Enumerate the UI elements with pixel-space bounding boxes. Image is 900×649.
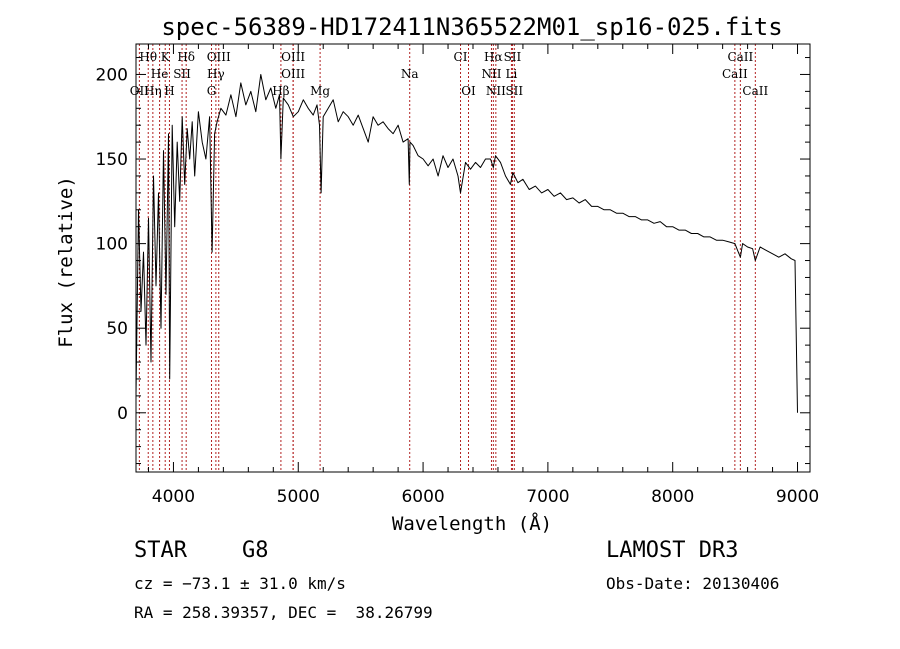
survey-name: LAMOST DR3 bbox=[606, 538, 739, 563]
spectral-line-label: K bbox=[161, 50, 171, 64]
redshift-text: cz = −73.1 ± 31.0 km/s bbox=[134, 574, 346, 593]
x-tick-label: 8000 bbox=[651, 487, 694, 507]
y-tick-label: 50 bbox=[106, 319, 128, 339]
x-tick-label: 5000 bbox=[277, 487, 320, 507]
spectral-line-label: H bbox=[164, 84, 174, 98]
spectral-line-label: SII bbox=[504, 50, 522, 64]
spectral-line-label: He bbox=[151, 67, 169, 81]
spectral-line-label: OI bbox=[461, 84, 476, 98]
spectral-line-label: OIII bbox=[207, 50, 231, 64]
spectral-line-label: Mg bbox=[310, 84, 330, 98]
coordinates-text: RA = 258.39357, DEC = 38.26799 bbox=[134, 603, 433, 622]
spectral-line-label: Hγ bbox=[207, 67, 225, 81]
spectral-line-label: Hβ bbox=[272, 84, 289, 98]
spectral-line-label: SII bbox=[505, 84, 523, 98]
object-class: STAR bbox=[134, 538, 187, 563]
spectral-line-label: NII bbox=[486, 84, 506, 98]
y-tick-label: 100 bbox=[96, 235, 128, 255]
y-axis-label: Flux (relative) bbox=[55, 176, 77, 348]
spectral-line-label: SII bbox=[173, 67, 191, 81]
spectral-line-label: NII bbox=[481, 67, 501, 81]
spectral-line-label: CaII bbox=[727, 50, 753, 64]
spectral-line-label: CaII bbox=[742, 84, 768, 98]
y-tick-label: 200 bbox=[96, 65, 128, 85]
spectral-line-label: CI bbox=[454, 50, 468, 64]
y-tick-label: 150 bbox=[96, 150, 128, 170]
spectral-line-label: G bbox=[207, 84, 217, 98]
obs-date-text: Obs-Date: 20130406 bbox=[606, 574, 780, 593]
spectrum-line bbox=[135, 74, 798, 413]
spectral-line-label: CaII bbox=[722, 67, 748, 81]
spectral-line-label: Li bbox=[506, 67, 518, 81]
axis-ticks: 4000 5000 6000 7000 8000 9000 0 50 100 150 200 bbox=[96, 44, 819, 507]
spectral-line-label: Na bbox=[401, 67, 419, 81]
x-tick-label: 7000 bbox=[526, 487, 569, 507]
spectral-subclass: G8 bbox=[242, 538, 269, 563]
x-tick-label: 6000 bbox=[401, 487, 444, 507]
spectral-line-label: OIII bbox=[281, 50, 305, 64]
x-tick-label: 9000 bbox=[776, 487, 819, 507]
spectral-line-label: Hα bbox=[484, 50, 503, 64]
spectral-line-label: Hδ bbox=[177, 50, 195, 64]
spectral-lines-layer bbox=[138, 44, 756, 472]
spectrum-series-layer bbox=[135, 74, 798, 413]
spectral-line-label: Hη bbox=[144, 84, 162, 98]
x-tick-label: 4000 bbox=[152, 487, 195, 507]
y-tick-label: 0 bbox=[117, 404, 128, 424]
spectral-line-label: Hθ bbox=[139, 50, 157, 64]
chart-title: spec-56389-HD172411N365522M01_sp16-025.f… bbox=[161, 13, 782, 41]
x-axis-label: Wavelength (Å) bbox=[392, 512, 552, 535]
spectral-line-label: OIII bbox=[281, 67, 305, 81]
